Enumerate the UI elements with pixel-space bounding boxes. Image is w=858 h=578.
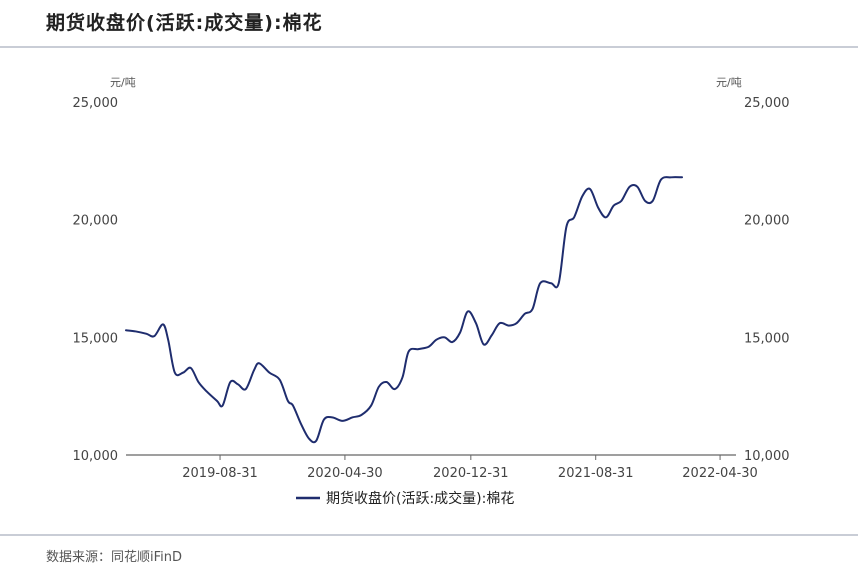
series-line bbox=[125, 176, 684, 444]
x-tick-label: 2021-08-31 bbox=[558, 466, 634, 481]
y-tick-label-left: 20,000 bbox=[73, 214, 119, 229]
y-tick-label-left: 10,000 bbox=[73, 449, 119, 464]
y-tick-label-right: 15,000 bbox=[744, 331, 790, 346]
series-layer bbox=[125, 176, 684, 444]
y-tick-label-left: 15,000 bbox=[73, 331, 119, 346]
y-unit-right: 元/吨 bbox=[716, 76, 742, 89]
axes: 10,000 10,000 15,000 15,000 20,000 20,000 25,0… bbox=[73, 76, 790, 481]
x-tick-label: 2019-08-31 bbox=[182, 466, 258, 481]
y-tick-label-right: 20,000 bbox=[744, 214, 790, 229]
legend: 期货收盘价(活跃:成交量):棉花 bbox=[296, 490, 514, 507]
x-tick-label: 2020-04-30 bbox=[307, 466, 383, 481]
page-title: 期货收盘价(活跃:成交量):棉花 bbox=[46, 12, 323, 34]
legend-label: 期货收盘价(活跃:成交量):棉花 bbox=[326, 490, 514, 507]
y-tick-label-right: 25,000 bbox=[744, 96, 790, 111]
x-tick-label: 2020-12-31 bbox=[433, 466, 509, 481]
y-unit-left: 元/吨 bbox=[110, 76, 136, 89]
y-tick-label-left: 25,000 bbox=[73, 96, 119, 111]
bottom-divider bbox=[0, 534, 858, 536]
top-divider bbox=[0, 46, 858, 48]
y-tick-label-right: 10,000 bbox=[744, 449, 790, 464]
data-source: 数据来源：同花顺iFinD bbox=[46, 550, 183, 565]
x-tick-label: 2022-04-30 bbox=[682, 466, 758, 481]
